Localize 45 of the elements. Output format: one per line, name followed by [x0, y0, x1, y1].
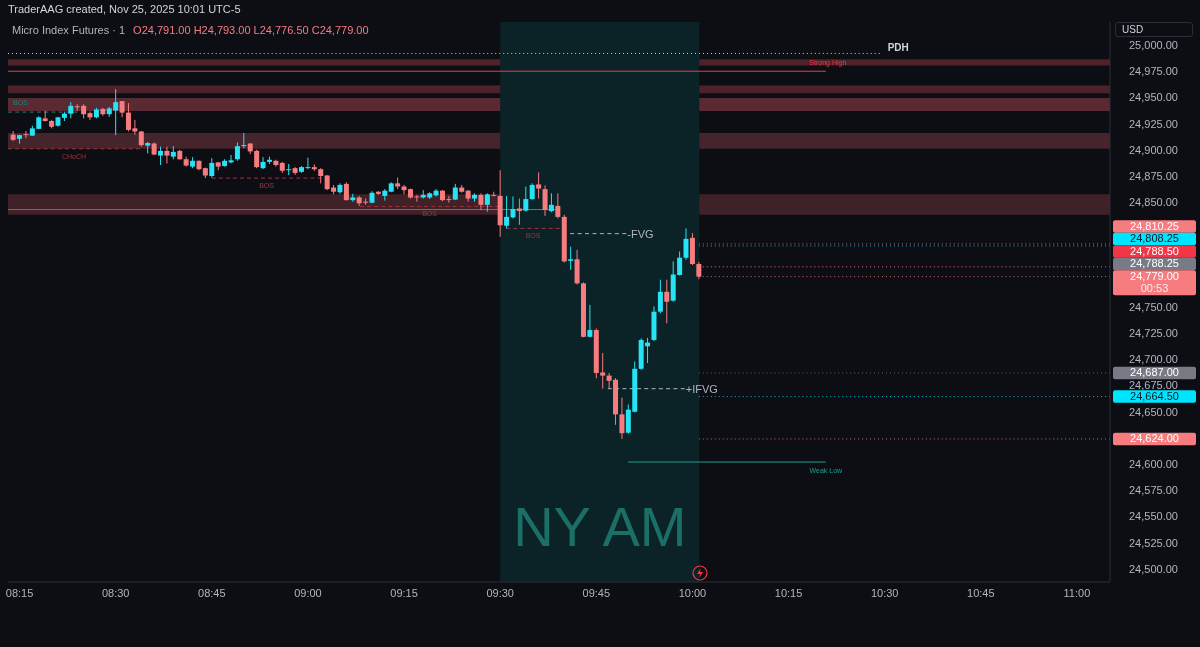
- x-tick-label: 08:45: [198, 586, 226, 599]
- y-tick-label: 24,975.00: [1129, 65, 1178, 78]
- y-tick-label: 24,675.00: [1129, 379, 1178, 392]
- x-tick-label: 10:00: [678, 586, 707, 599]
- chart-subtitle: O24,791.00 H24,793.00 L24,776.50 C24,779.00: [133, 24, 369, 36]
- x-tick-label: 09:00: [294, 586, 322, 599]
- y-tick-label: 24,875.00: [1129, 169, 1178, 182]
- ref-line-label: 24,664.50: [1130, 389, 1179, 402]
- ref-line-label: 24,779.00 00:53: [1130, 269, 1179, 295]
- ref-line-label: 24,624.00: [1130, 432, 1179, 445]
- x-tick-label: 09:15: [390, 586, 418, 599]
- ref-line-label: 24,808.25: [1130, 232, 1179, 245]
- y-tick-label: 24,725.00: [1129, 327, 1178, 340]
- y-tick-label: 24,950.00: [1129, 91, 1178, 104]
- x-tick-label: 10:30: [870, 586, 899, 599]
- chart-title: Micro Index Futures · 1: [12, 24, 126, 36]
- series-label: -FVG: [627, 227, 654, 240]
- ref-line-label: 24,788.50: [1130, 244, 1179, 257]
- x-tick-label: 08:15: [5, 586, 34, 599]
- series-label: +IFVG: [685, 382, 718, 395]
- x-tick-label: 08:30: [101, 586, 130, 599]
- x-tick-label: 09:30: [486, 586, 514, 599]
- text: USD: [1115, 22, 1193, 37]
- text: TraderAAG created, Nov 25, 2025 10:01 UTC-5: [8, 3, 241, 15]
- y-tick-label: 24,650.00: [1129, 405, 1178, 418]
- y-tick-label: 24,575.00: [1129, 484, 1178, 497]
- x-tick-label: 11:00: [1063, 586, 1091, 599]
- y-tick-label: 25,000.00: [1129, 38, 1178, 51]
- y-tick-label: 24,525.00: [1129, 536, 1178, 549]
- ref-line-label: 24,810.25: [1130, 219, 1179, 232]
- y-tick-label: 24,925.00: [1129, 117, 1178, 130]
- y-tick-label: 24,850.00: [1129, 196, 1178, 209]
- x-tick-label: 10:45: [967, 586, 995, 599]
- x-tick-label: 09:45: [582, 586, 611, 599]
- x-tick-label: 10:15: [774, 586, 803, 599]
- y-tick-label: 24,500.00: [1129, 562, 1178, 575]
- y-tick-label: 24,750.00: [1129, 300, 1178, 313]
- y-tick-label: 24,900.00: [1129, 143, 1178, 156]
- series-label: PDH: [887, 42, 909, 54]
- band-label: NY AM: [513, 495, 687, 558]
- y-tick-label: 24,700.00: [1129, 353, 1178, 366]
- y-tick-label: 24,550.00: [1129, 510, 1178, 523]
- ref-line-label: 24,687.00: [1130, 366, 1179, 379]
- ref-line-label: 24,788.25: [1130, 257, 1179, 270]
- y-tick-label: 24,600.00: [1129, 458, 1178, 471]
